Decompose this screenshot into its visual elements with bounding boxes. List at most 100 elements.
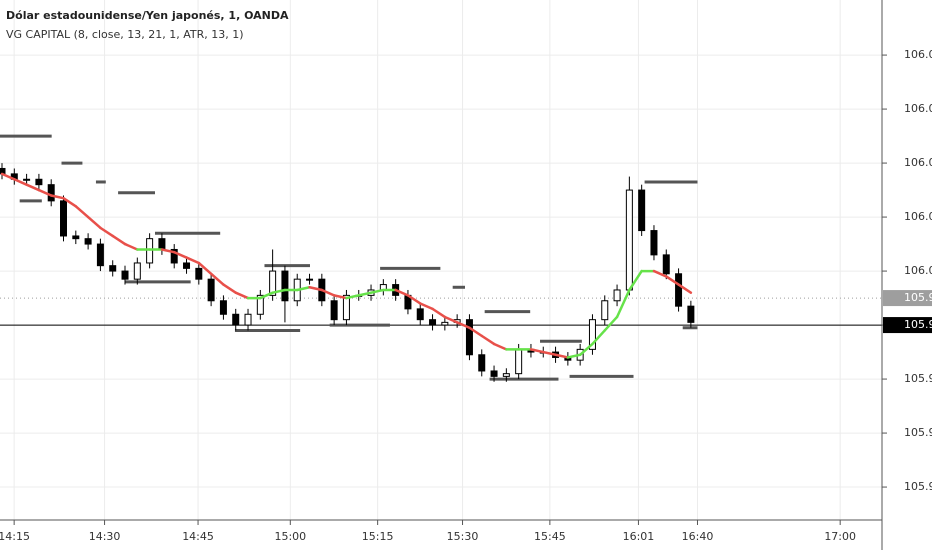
x-tick-label: 15:15 (362, 530, 394, 543)
y-tick-label: 105.920 (904, 480, 932, 493)
ma-segment (86, 215, 102, 230)
candle-body (601, 300, 609, 321)
ma-segment (172, 250, 188, 259)
candle-body (72, 235, 80, 240)
candle-body (281, 270, 289, 302)
ma-segment (111, 234, 127, 246)
ma-segment (492, 342, 508, 351)
candle-body (207, 278, 215, 302)
ma-segment (369, 288, 385, 294)
y-tick-label: 106.040 (904, 156, 932, 169)
y-tick-label: 105.960 (904, 372, 932, 385)
ma-segment (308, 286, 324, 292)
price-label-box (883, 290, 932, 307)
ma-segment (62, 196, 78, 208)
chart-title: Dólar estadounidense/Yen japonés, 1, OAN… (6, 9, 289, 22)
candle-body (96, 243, 104, 267)
y-tick-label: 106.080 (904, 48, 932, 61)
ma-segment (628, 269, 643, 292)
ma-segment (37, 188, 53, 197)
ma-segment (345, 294, 360, 300)
ma-segment (431, 307, 447, 319)
candle-body (478, 354, 486, 372)
ma-segment (271, 288, 287, 294)
ma-segment (542, 350, 557, 357)
x-tick-label: 14:15 (0, 530, 30, 543)
candle-body (625, 189, 633, 291)
ma-segment (406, 294, 422, 305)
candle-body (662, 254, 670, 275)
candle-body (244, 313, 252, 326)
candle-body (256, 294, 264, 315)
candle-body (219, 300, 227, 315)
candle-body (330, 300, 338, 321)
candle-body (121, 270, 129, 280)
y-tick-label: 106.060 (904, 102, 932, 115)
ma-segment (295, 286, 311, 292)
ma-segment (665, 275, 680, 286)
x-tick-label: 15:45 (534, 530, 566, 543)
ma-segment (357, 291, 373, 297)
x-tick-label: 15:30 (447, 530, 479, 543)
price-label: 105.990 (904, 291, 932, 304)
candle-body (23, 178, 31, 181)
candle-body (638, 189, 646, 232)
price-label: 105.980 (904, 318, 932, 331)
ma-segment (418, 302, 434, 311)
x-tick-label: 17:00 (824, 530, 856, 543)
ma-segment (209, 272, 225, 286)
ma-segment (677, 283, 693, 294)
candle-body (60, 200, 68, 237)
ma-segment (566, 353, 582, 359)
x-tick-label: 14:30 (89, 530, 121, 543)
ma-segment (529, 348, 545, 354)
ma-segment (49, 194, 65, 200)
y-tick-label: 106.000 (904, 264, 932, 277)
ma-segment (480, 334, 496, 346)
candle-body (515, 348, 523, 375)
candle-body (441, 321, 449, 326)
candle-body (269, 270, 277, 296)
candle-body (613, 289, 621, 302)
ma-segment (74, 205, 90, 219)
ma-segment (123, 242, 139, 251)
candle-body (232, 313, 240, 326)
candle-body (146, 238, 154, 264)
candle-body (490, 370, 498, 377)
candle-body (502, 373, 510, 377)
candle-body (195, 267, 203, 280)
candle-body (109, 265, 117, 272)
candle-body (416, 308, 424, 321)
ma-segment (603, 315, 619, 332)
candle-body (306, 278, 314, 281)
ma-segment (13, 178, 28, 186)
candle-body (158, 238, 166, 250)
ma-segment (591, 329, 607, 346)
ma-segment (455, 321, 471, 330)
candle-body (465, 319, 473, 356)
x-tick-label: 16:40 (682, 530, 714, 543)
ma-segment (259, 291, 274, 300)
ma-segment (222, 283, 237, 294)
ma-segment (197, 261, 213, 276)
ma-segment (25, 183, 41, 192)
indicator-label: VG CAPITAL (8, close, 13, 21, 1, ATR, 13… (6, 28, 244, 41)
ma-segment (99, 226, 114, 238)
candle-body (342, 294, 350, 321)
candle-body (170, 248, 178, 264)
x-tick-label: 16:01 (623, 530, 655, 543)
candle-body (84, 238, 92, 245)
ma-segment (554, 353, 570, 359)
ma-segment (443, 315, 459, 324)
ma-segment (394, 288, 410, 297)
ma-segment (652, 269, 668, 278)
ma-segment (0, 172, 16, 181)
ma-segment (320, 288, 336, 297)
ma-segment (578, 342, 594, 357)
candle-body (35, 178, 43, 186)
x-tick-label: 15:00 (274, 530, 306, 543)
ma-segment (234, 291, 250, 300)
x-tick-label: 14:45 (182, 530, 214, 543)
candle-body (675, 273, 683, 307)
